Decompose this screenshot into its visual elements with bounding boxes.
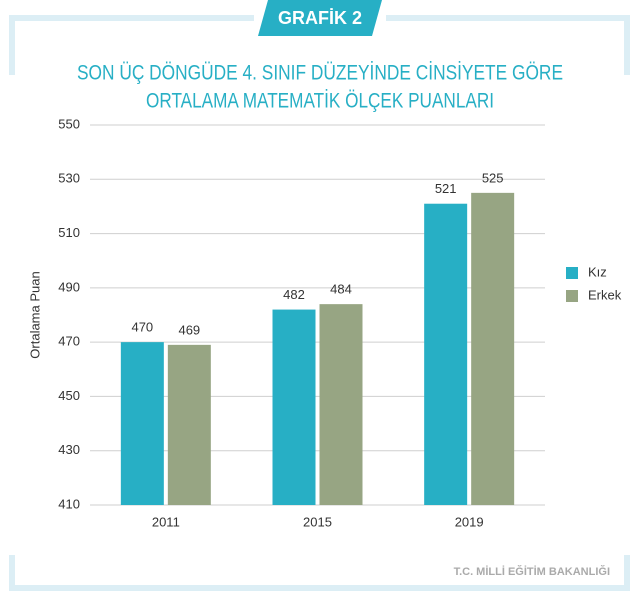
y-tick-label: 470 — [58, 334, 80, 349]
y-tick-label: 530 — [58, 171, 80, 186]
value-label: 484 — [330, 282, 352, 297]
y-tick-label: 430 — [58, 442, 80, 457]
value-label: 525 — [482, 170, 504, 185]
y-tick-label: 510 — [58, 225, 80, 240]
x-tick-label: 2019 — [455, 514, 484, 529]
chart-title: SON ÜÇ DÖNGÜDE 4. SINIF DÜZEYİNDE CİNSİY… — [77, 62, 563, 85]
legend-label: Kız — [588, 264, 607, 279]
legend-swatch — [566, 267, 578, 279]
bar — [120, 342, 164, 505]
x-tick-label: 2011 — [152, 514, 180, 529]
bar — [319, 304, 363, 505]
y-tick-label: 550 — [58, 116, 80, 131]
badge-text: GRAFİK 2 — [278, 8, 362, 28]
value-label: 521 — [435, 181, 457, 196]
y-tick-label: 490 — [58, 279, 80, 294]
value-label: 469 — [178, 322, 200, 337]
bar — [167, 344, 211, 505]
frame — [9, 15, 630, 591]
y-tick-label: 450 — [58, 388, 80, 403]
bar — [272, 309, 316, 505]
chart-title: ORTALAMA MATEMATİK ÖLÇEK PUANLARI — [146, 90, 494, 113]
y-tick-label: 410 — [58, 496, 80, 511]
bar — [424, 203, 468, 505]
value-label: 482 — [283, 287, 305, 302]
source: T.C. MİLLİ EĞİTİM BAKANLIĞI — [454, 565, 610, 578]
legend-label: Erkek — [588, 287, 622, 302]
y-axis-label: Ortalama Puan — [27, 271, 42, 358]
value-label: 470 — [131, 320, 153, 335]
legend-swatch — [566, 290, 578, 302]
bar — [471, 192, 515, 505]
badge — [258, 0, 382, 36]
x-tick-label: 2015 — [303, 514, 332, 529]
